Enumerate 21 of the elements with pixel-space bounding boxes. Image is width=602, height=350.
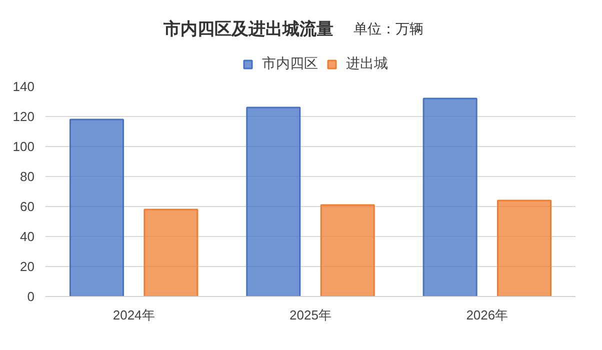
y-tick-label: 80 <box>20 169 35 184</box>
bar <box>320 204 375 296</box>
chart-title: 市内四区及进出城流量 <box>162 20 334 38</box>
y-tick-label: 120 <box>12 109 35 124</box>
legend-label: 市内四区 <box>262 55 318 73</box>
x-tick-label: 2026年 <box>466 308 508 322</box>
bar <box>69 118 124 296</box>
y-tick-label: 60 <box>20 199 35 214</box>
bar <box>422 98 478 296</box>
y-tick-label: 40 <box>20 229 35 244</box>
legend-label: 进出城 <box>346 55 388 73</box>
y-tick-label: 100 <box>12 139 35 154</box>
y-tick-label: 0 <box>27 289 35 304</box>
y-tick-label: 20 <box>20 259 35 274</box>
x-tick-label: 2025年 <box>290 308 332 322</box>
y-tick-label: 140 <box>12 79 35 94</box>
bar <box>144 208 198 296</box>
bar <box>246 106 301 296</box>
x-tick-label: 2024年 <box>112 308 155 322</box>
chart-subtitle: 单位：万辆 <box>354 20 424 36</box>
bar <box>497 200 552 296</box>
